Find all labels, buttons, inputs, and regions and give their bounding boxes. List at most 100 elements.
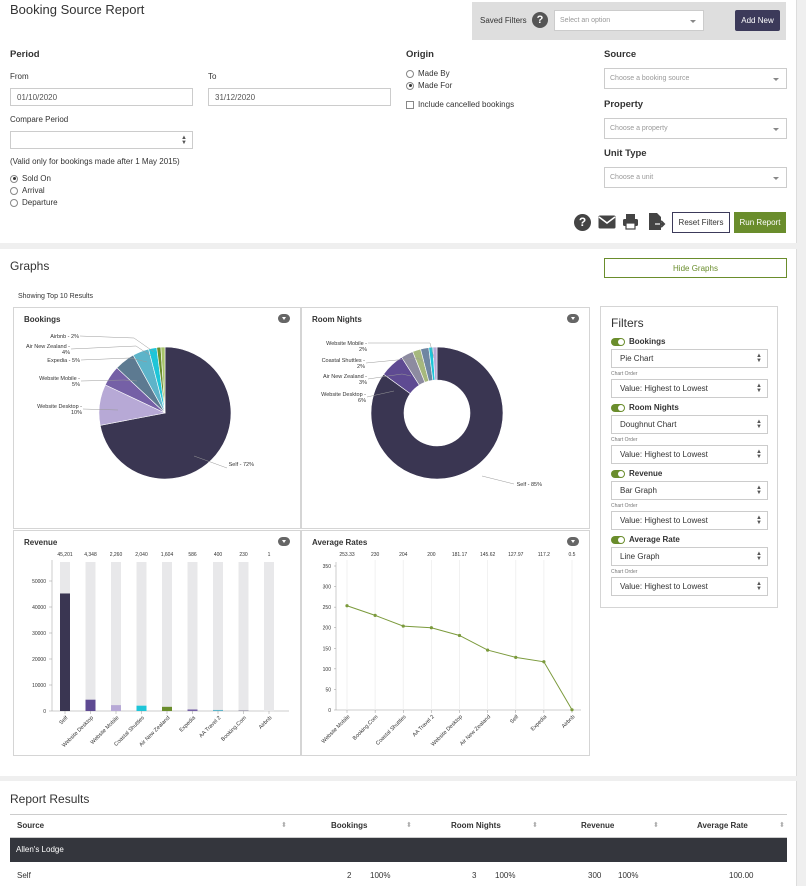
from-date-input[interactable]: 01/10/2020 <box>10 88 193 106</box>
property-select[interactable]: Choose a property <box>604 118 787 139</box>
filter-toggle-bookings[interactable]: Bookings <box>611 337 665 346</box>
x-tick-label: Airbnb <box>561 714 576 729</box>
radio-departure[interactable]: Departure <box>10 198 58 207</box>
room-nights-chart-type-select[interactable]: Doughnut Chart ▲ ▼ <box>611 415 768 434</box>
line-point <box>429 626 433 630</box>
cell-bookings: 2 <box>347 871 352 880</box>
bar-background <box>111 562 121 711</box>
leader-line <box>366 390 395 398</box>
email-icon[interactable] <box>598 215 616 229</box>
filter-toggle-room-nights[interactable]: Room Nights <box>611 403 679 412</box>
slice-label-line: Coastal Shuttles - <box>322 358 366 364</box>
col-room-nights-header[interactable]: Room Nights <box>451 821 501 830</box>
help-icon[interactable]: ? <box>574 214 591 231</box>
y-tick-label: 350 <box>323 564 332 570</box>
chevron-down-icon <box>690 19 696 23</box>
radio-made-for[interactable]: Made For <box>406 81 452 90</box>
reset-filters-button[interactable]: Reset Filters <box>672 212 730 233</box>
revenue-bar <box>60 593 70 711</box>
radio-icon <box>10 186 18 195</box>
radio-sold-on[interactable]: Sold On <box>10 174 51 183</box>
chart-filters-card: Filters Bookings Pie Chart ▲ ▼ Chart Order… <box>600 306 778 608</box>
download-icon[interactable] <box>567 537 579 546</box>
run-report-button[interactable]: Run Report <box>734 212 786 233</box>
unit-type-select[interactable]: Choose a unit <box>604 167 787 188</box>
sort-icon[interactable]: ⬍ <box>406 822 412 829</box>
add-new-button[interactable]: Add New <box>735 10 780 31</box>
saved-filters-select[interactable]: Select an option <box>554 10 704 31</box>
bookings-chart-order-select[interactable]: Value: Highest to Lowest ▲ ▼ <box>611 379 768 398</box>
slice-label: Coastal Shuttles -2% <box>322 358 366 370</box>
col-revenue-header[interactable]: Revenue <box>581 821 615 830</box>
point-value-label: 0.5 <box>569 552 576 558</box>
filter-label: Revenue <box>629 469 663 478</box>
filter-toggle-average-rate[interactable]: Average Rate <box>611 535 680 544</box>
slice-label-line: 2% <box>359 347 367 353</box>
slice-label: Expedia - 5% <box>47 358 80 364</box>
report-filters-panel: Booking Source Report Saved Filters ? Se… <box>0 0 797 243</box>
sort-icon[interactable]: ⬍ <box>779 822 785 829</box>
revenue-chart-type-select[interactable]: Bar Graph ▲ ▼ <box>611 481 768 500</box>
radio-arrival[interactable]: Arrival <box>10 186 45 195</box>
room-nights-chart-order-select[interactable]: Value: Highest to Lowest ▲ ▼ <box>611 445 768 464</box>
pie-slice-other-7 <box>160 346 166 414</box>
select-value: Pie Chart <box>620 354 654 363</box>
hide-graphs-button[interactable]: Hide Graphs <box>604 258 787 278</box>
download-icon[interactable] <box>278 314 290 323</box>
bar-value-label: 4,348 <box>84 552 97 558</box>
col-average-rate-header[interactable]: Average Rate <box>697 821 748 830</box>
compare-period-select[interactable]: ▲ ▼ <box>10 131 193 149</box>
y-tick-label: 100 <box>323 667 332 673</box>
radio-made-by[interactable]: Made By <box>406 69 450 78</box>
download-icon[interactable] <box>278 537 290 546</box>
slice-label: Air New Zealand -4% <box>26 344 70 356</box>
leader-line <box>481 475 515 485</box>
source-select[interactable]: Choose a booking source <box>604 68 787 89</box>
export-icon[interactable] <box>647 212 666 231</box>
select-value: Value: Highest to Lowest <box>620 516 708 525</box>
y-tick-label: 30000 <box>32 631 46 637</box>
line-point <box>570 708 574 712</box>
to-date-input[interactable]: 31/12/2020 <box>208 88 391 106</box>
x-tick-label: Expedia <box>179 715 198 734</box>
slice-label-line: 10% <box>71 410 82 416</box>
graphs-title: Graphs <box>10 259 50 273</box>
filter-toggle-revenue[interactable]: Revenue <box>611 469 662 478</box>
download-icon[interactable] <box>567 314 579 323</box>
period-note: (Valid only for bookings made after 1 Ma… <box>10 157 180 166</box>
property-title: Property <box>604 99 644 110</box>
leader-line <box>368 342 435 359</box>
select-value: Bar Graph <box>620 486 657 495</box>
revenue-bar <box>136 705 147 711</box>
help-icon[interactable]: ? <box>532 12 548 28</box>
radio-icon <box>10 174 18 183</box>
slice-label: Self - 85% <box>517 482 542 488</box>
line-point <box>486 648 490 652</box>
include-cancelled-checkbox[interactable]: Include cancelled bookings <box>406 100 514 109</box>
slice-label: Airbnb - 2% <box>50 334 79 340</box>
y-tick-label: 50000 <box>32 579 46 585</box>
chart-order-label: Chart Order <box>611 371 638 377</box>
point-value-label: 204 <box>399 552 408 558</box>
slice-label-line: Air New Zealand - <box>323 374 367 380</box>
col-bookings-header[interactable]: Bookings <box>331 821 368 830</box>
average-rate-chart-type-select[interactable]: Line Graph ▲ ▼ <box>611 547 768 566</box>
toggle-icon <box>611 535 625 544</box>
sort-icon[interactable]: ⬍ <box>532 822 538 829</box>
average-rate-chart-order-select[interactable]: Value: Highest to Lowest ▲ ▼ <box>611 577 768 596</box>
bookings-chart-type-select[interactable]: Pie Chart ▲ ▼ <box>611 349 768 368</box>
checkbox-label: Include cancelled bookings <box>418 100 515 109</box>
chart-order-label: Chart Order <box>611 569 638 575</box>
radio-icon <box>406 81 414 90</box>
line-point <box>373 613 377 617</box>
sort-icon[interactable]: ⬍ <box>281 822 287 829</box>
print-icon[interactable] <box>622 213 639 230</box>
col-source-header[interactable]: Source <box>17 821 45 830</box>
cell-revenue-pct: 100% <box>618 871 639 880</box>
toggle-icon <box>611 403 625 412</box>
cell-room-nights: 3 <box>472 871 477 880</box>
revenue-chart-order-select[interactable]: Value: Highest to Lowest ▲ ▼ <box>611 511 768 530</box>
bar-background <box>187 562 198 711</box>
revenue-bar-chart: 0 10000 20000 30000 40000 50000 45,201 Self 4,34… <box>32 552 289 749</box>
sort-icon[interactable]: ⬍ <box>653 822 659 829</box>
